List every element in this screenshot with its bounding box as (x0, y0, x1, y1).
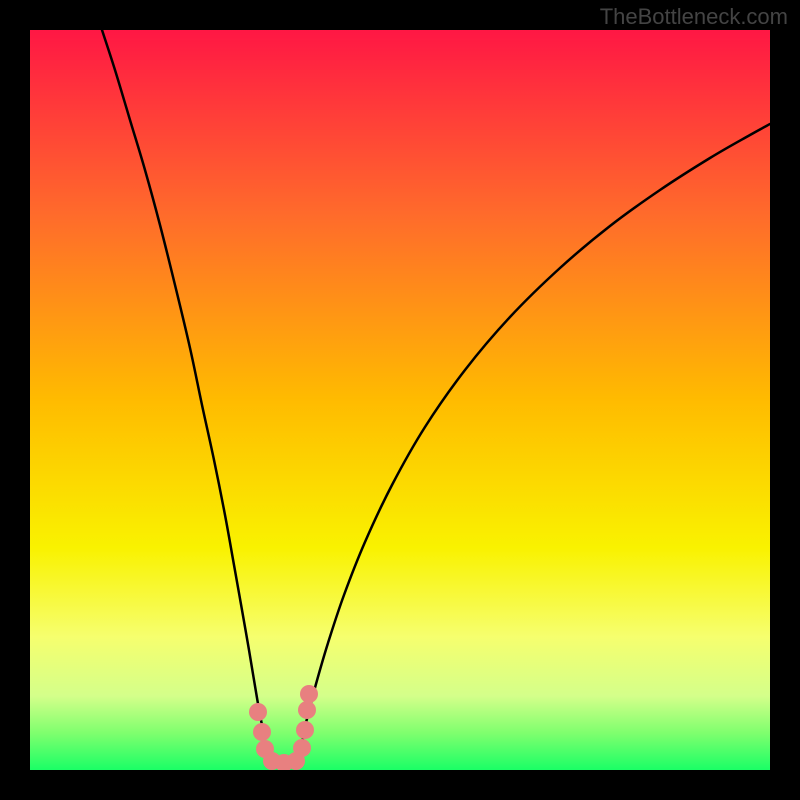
data-marker (293, 739, 311, 757)
data-marker (296, 721, 314, 739)
data-marker (249, 703, 267, 721)
gradient-background (30, 30, 770, 770)
bottleneck-chart (30, 30, 770, 770)
watermark-text: TheBottleneck.com (600, 4, 788, 30)
chart-plot-area (30, 30, 770, 770)
data-marker (253, 723, 271, 741)
data-marker (300, 685, 318, 703)
data-marker (298, 701, 316, 719)
